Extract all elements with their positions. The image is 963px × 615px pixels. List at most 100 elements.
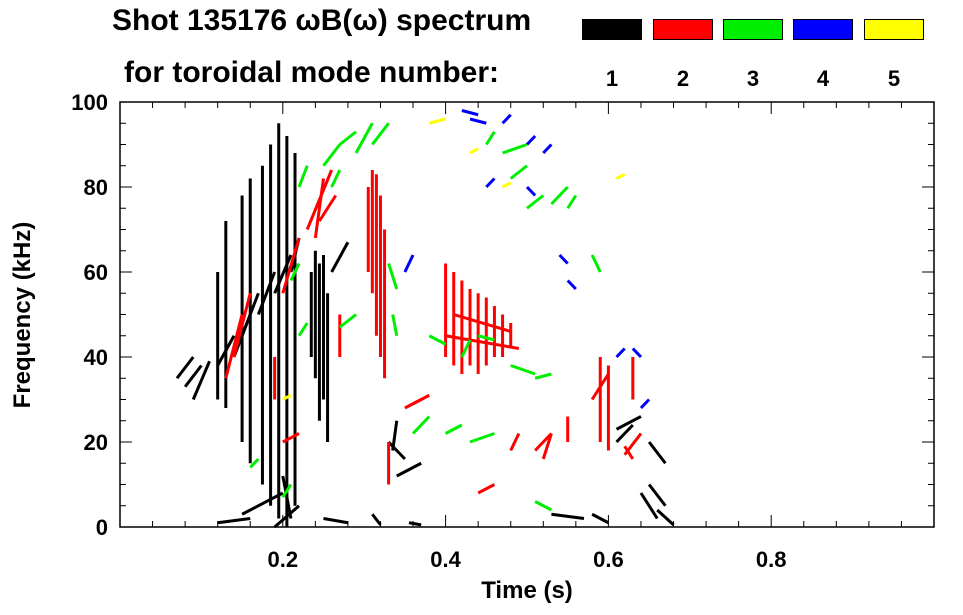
x-tick-label: 0.8 <box>756 547 787 572</box>
mode-1-streak <box>396 461 422 478</box>
mode-4-streak <box>542 143 553 155</box>
y-axis-label: Frequency (kHz) <box>9 222 36 409</box>
mode-1-streak <box>191 360 211 401</box>
y-tick-label: 80 <box>84 175 108 200</box>
y-tick-label: 60 <box>84 260 108 285</box>
mode-5-streak <box>469 147 479 155</box>
series-mode-5 <box>282 117 626 401</box>
mode-1-streak <box>241 491 284 516</box>
mode-3-streak <box>297 322 309 337</box>
mode-4-streak <box>566 279 577 291</box>
mode-4-streak <box>525 185 537 197</box>
legend-label-3: 3 <box>746 66 760 91</box>
legend-swatch-4 <box>793 19 853 40</box>
legend-label-5: 5 <box>887 66 901 91</box>
mode-2-streak <box>313 178 325 239</box>
mode-1-streak <box>273 504 301 529</box>
mode-4-streak <box>485 177 496 189</box>
mode-1-streak <box>281 475 293 519</box>
mode-2-streak <box>281 237 301 294</box>
mode-4-streak <box>469 117 487 125</box>
mode-1-streak <box>647 483 667 507</box>
mode-1-streak <box>551 512 585 520</box>
mode-3-streak <box>249 457 260 469</box>
mode-3-streak <box>534 372 552 380</box>
mode-1-streak <box>615 415 642 431</box>
mode-3-streak <box>444 423 463 435</box>
legend-swatch-5 <box>864 19 924 40</box>
mode-2-streak <box>453 313 512 333</box>
mode-3-streak <box>460 339 472 358</box>
mode-3-streak <box>534 500 553 512</box>
mode-2-streak <box>623 445 635 460</box>
mode-3-streak <box>330 169 342 188</box>
mode-1-streak <box>217 517 251 525</box>
mode-3-streak <box>391 314 399 337</box>
legend-label-2: 2 <box>676 66 690 91</box>
mode-3-streak <box>338 130 357 146</box>
mode-1-streak <box>647 441 667 465</box>
mode-5-streak <box>615 172 626 180</box>
mode-2-streak <box>541 433 553 460</box>
mode-3-streak <box>428 334 447 346</box>
mode-3-streak <box>411 415 431 435</box>
mode-1-streak <box>408 521 422 527</box>
mode-1-streak <box>639 492 659 520</box>
mode-1-streak <box>175 356 195 380</box>
mode-2-streak <box>534 432 553 452</box>
mode-5-streak <box>282 393 292 401</box>
series-mode-2 <box>224 169 643 495</box>
x-tick-label: 0.4 <box>430 547 461 572</box>
legend-swatch-2 <box>653 19 713 40</box>
mode-3-streak <box>510 364 536 376</box>
mode-2-streak <box>282 432 300 444</box>
mode-4-streak <box>501 113 512 125</box>
y-tick-label: 0 <box>96 515 108 540</box>
mode-4-streak <box>558 253 569 265</box>
legend-swatch-1 <box>582 19 642 40</box>
mode-5-streak <box>428 117 446 125</box>
mode-3-streak <box>387 263 399 290</box>
mode-1-streak <box>183 364 203 388</box>
mode-3-streak <box>322 143 341 167</box>
mode-1-streak <box>256 271 277 316</box>
series-mode-3 <box>249 122 602 512</box>
mode-4-streak <box>403 254 415 273</box>
mode-3-streak <box>526 194 545 210</box>
y-tick-label: 100 <box>71 90 108 115</box>
mode-3-streak <box>338 313 357 329</box>
mode-1-streak <box>323 517 349 525</box>
mode-3-streak <box>289 262 301 282</box>
x-axis-label: Time (s) <box>481 577 573 604</box>
mode-3-streak <box>354 122 374 154</box>
mode-1-streak <box>615 423 634 444</box>
series-mode-4 <box>403 109 651 410</box>
mode-3-streak <box>297 165 309 188</box>
mode-2-streak <box>318 194 337 222</box>
legend-caption: for toroidal mode number: <box>124 56 499 89</box>
mode-3-streak <box>485 130 496 146</box>
y-tick-label: 40 <box>84 345 108 370</box>
legend-swatch-3 <box>723 19 783 40</box>
mode-3-streak <box>371 122 390 146</box>
mode-2-streak <box>445 334 520 350</box>
x-tick-label: 0.2 <box>268 547 299 572</box>
mode-2-streak <box>224 314 244 379</box>
mode-2-streak <box>477 483 496 495</box>
y-tick-label: 20 <box>84 430 108 455</box>
legend-label-4: 4 <box>816 66 830 91</box>
mode-4-streak <box>631 347 643 359</box>
mode-4-streak <box>639 398 651 410</box>
mode-3-streak <box>281 483 293 499</box>
mode-4-streak <box>525 134 537 146</box>
chart-title: Shot 135176 ωB(ω) spectrum <box>112 4 532 37</box>
mode-2-streak <box>232 292 252 358</box>
mode-1-streak <box>656 508 675 526</box>
legend-label-1: 1 <box>605 66 619 91</box>
mode-5-streak <box>501 181 512 189</box>
mode-3-streak <box>590 254 602 273</box>
x-tick-label: 0.6 <box>593 547 624 572</box>
mode-1-streak <box>387 440 406 461</box>
mode-1-streak <box>330 241 350 273</box>
